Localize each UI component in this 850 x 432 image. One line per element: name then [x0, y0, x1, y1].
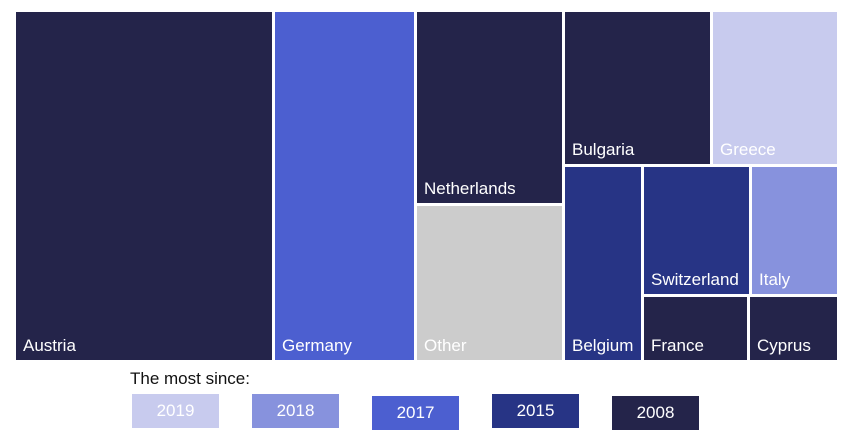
legend-title: The most since:	[130, 369, 250, 388]
treemap-label-switzerland: Switzerland	[651, 270, 739, 289]
treemap-label-belgium: Belgium	[572, 336, 633, 355]
treemap-cell-austria	[16, 12, 272, 360]
treemap-label-greece: Greece	[720, 140, 776, 159]
treemap-label-germany: Germany	[282, 336, 352, 355]
treemap-cell-belgium	[565, 167, 641, 360]
treemap-cell-germany	[275, 12, 414, 360]
treemap-label-france: France	[651, 336, 704, 355]
treemap-cell-switzerland	[644, 167, 749, 294]
treemap-cell-italy	[752, 167, 837, 294]
treemap-cell-cyprus	[750, 297, 837, 360]
treemap-cell-greece	[713, 12, 837, 164]
treemap-label-netherlands: Netherlands	[424, 179, 516, 198]
treemap-cell-france	[644, 297, 747, 360]
treemap-label-italy: Italy	[759, 270, 791, 289]
treemap-label-cyprus: Cyprus	[757, 336, 811, 355]
treemap-cell-other	[417, 206, 562, 360]
treemap-cell-netherlands	[417, 12, 562, 203]
treemap-label-bulgaria: Bulgaria	[572, 140, 635, 159]
treemap-label-other: Other	[424, 336, 467, 355]
treemap-label-austria: Austria	[23, 336, 76, 355]
treemap-cell-bulgaria	[565, 12, 710, 164]
